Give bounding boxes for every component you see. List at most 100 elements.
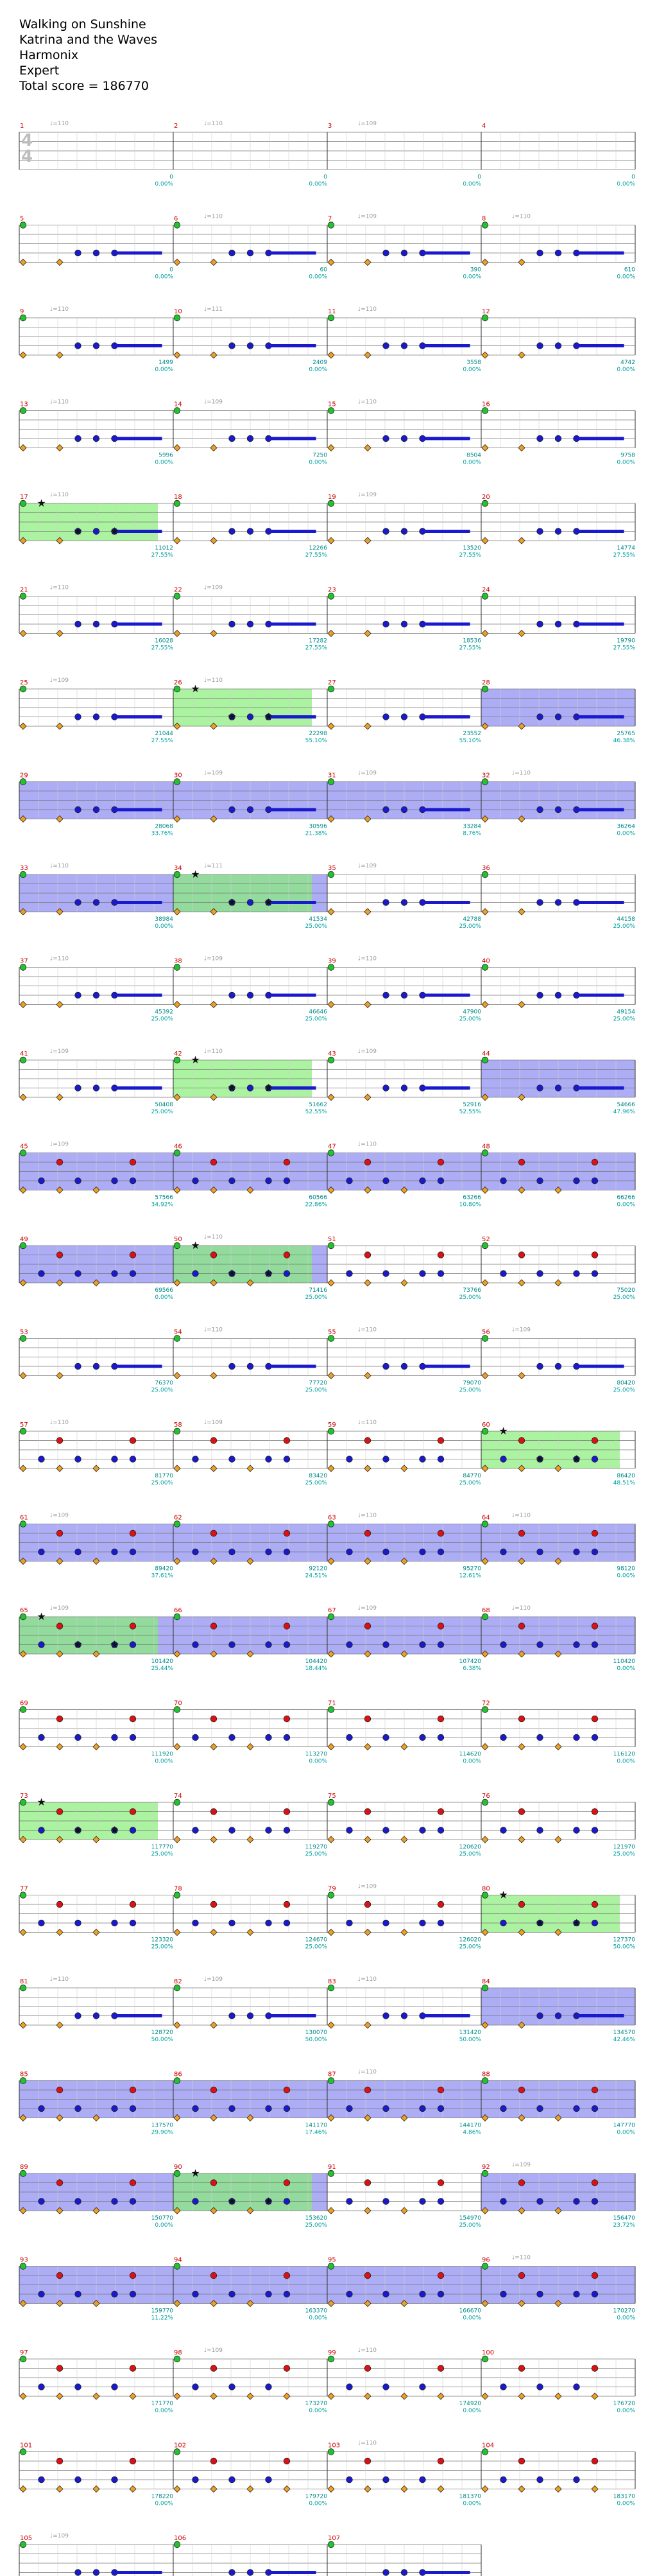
blue-note bbox=[74, 2383, 81, 2390]
blue-note bbox=[129, 1734, 137, 1741]
measure-score: 0 bbox=[323, 174, 327, 180]
blue-note bbox=[246, 435, 254, 442]
measure-number: 99 bbox=[328, 2349, 336, 2356]
kick-note bbox=[518, 2485, 525, 2493]
kick-note bbox=[56, 351, 64, 359]
kick-note bbox=[364, 1093, 371, 1101]
measure-score: 141170 bbox=[305, 2123, 328, 2129]
star-note: ★ bbox=[37, 497, 46, 509]
measure-score: 60 bbox=[320, 267, 328, 274]
snare-note bbox=[283, 1529, 291, 1537]
kick-note bbox=[210, 1836, 218, 1843]
measure-score: 84770 bbox=[463, 1473, 481, 1479]
blue-note bbox=[382, 1456, 389, 1463]
measure-percent: 0.00% bbox=[309, 181, 327, 187]
measure-score: 178220 bbox=[151, 2494, 174, 2500]
measure-score: 25765 bbox=[617, 731, 635, 737]
kick-note bbox=[554, 2299, 562, 2308]
kick-note bbox=[518, 1836, 525, 1843]
kick-note bbox=[327, 908, 335, 916]
kick-note bbox=[518, 2207, 525, 2215]
blue-note bbox=[536, 2198, 543, 2205]
kick-note bbox=[327, 815, 335, 823]
blue-note bbox=[400, 806, 408, 814]
kick-note bbox=[56, 629, 64, 638]
measure-score: 73766 bbox=[463, 1287, 481, 1294]
kick-note bbox=[19, 2299, 27, 2308]
star-note: ★ bbox=[227, 2195, 236, 2207]
measure-number: 20 bbox=[482, 494, 490, 501]
blue-note bbox=[573, 1548, 580, 1556]
kick-note bbox=[56, 258, 64, 266]
cymbal-note bbox=[327, 314, 335, 322]
cymbal-note bbox=[19, 314, 27, 322]
blue-note bbox=[382, 1548, 389, 1556]
tempo-mark: ♩=109 bbox=[358, 1884, 377, 1890]
kick-note bbox=[56, 444, 64, 452]
blue-note bbox=[92, 620, 100, 628]
kick-note bbox=[56, 2299, 64, 2308]
kick-note bbox=[591, 2485, 599, 2493]
cymbal-note bbox=[327, 685, 335, 693]
blue-note bbox=[573, 1641, 580, 1648]
blue-note bbox=[536, 435, 543, 442]
kick-note bbox=[173, 1465, 181, 1472]
measure-percent: 12.61% bbox=[459, 1573, 482, 1580]
measure-percent: 25.00% bbox=[459, 1851, 482, 1858]
blue-note bbox=[192, 1177, 199, 1185]
tempo-mark: ♩=109 bbox=[204, 2347, 223, 2354]
snare-note bbox=[518, 1158, 525, 1166]
measure-percent: 25.00% bbox=[613, 923, 636, 930]
kick-note bbox=[92, 1186, 100, 1194]
measure-score: 8504 bbox=[466, 453, 481, 459]
blue-note bbox=[500, 1177, 507, 1185]
measure-percent: 25.00% bbox=[459, 923, 482, 930]
blue-note bbox=[382, 249, 389, 257]
kick-note bbox=[56, 1279, 64, 1287]
measure-number: 21 bbox=[20, 587, 28, 594]
kick-note bbox=[56, 1928, 64, 1936]
blue-note bbox=[419, 1177, 426, 1185]
cymbal-note bbox=[327, 1427, 335, 1435]
snare-note bbox=[518, 1623, 525, 1630]
measure-score: 116120 bbox=[613, 1752, 636, 1758]
measure-number: 26 bbox=[174, 679, 182, 686]
blue-note bbox=[228, 1084, 235, 1092]
kick-note bbox=[246, 1836, 254, 1843]
blue-note bbox=[74, 713, 81, 720]
blue-note bbox=[38, 2290, 45, 2298]
measure-number: 90 bbox=[174, 2164, 182, 2171]
kick-note bbox=[56, 1093, 64, 1101]
snare-note bbox=[364, 2179, 371, 2186]
difficulty-label: Expert bbox=[19, 64, 60, 78]
measure-number: 46 bbox=[174, 1144, 182, 1151]
blue-note bbox=[536, 528, 543, 535]
tempo-mark: ♩=109 bbox=[512, 2162, 531, 2168]
tempo-mark: ♩=110 bbox=[50, 121, 69, 127]
measure-percent: 25.00% bbox=[459, 1388, 482, 1394]
kick-note bbox=[481, 629, 489, 638]
measure-number: 69 bbox=[20, 1700, 28, 1707]
tempo-mark: ♩=110 bbox=[204, 1234, 223, 1240]
measure-score: 2409 bbox=[312, 360, 327, 366]
blue-note bbox=[228, 899, 235, 906]
cymbal-note bbox=[19, 871, 27, 878]
measure-number: 41 bbox=[20, 1050, 28, 1057]
blue-note bbox=[419, 1919, 426, 1927]
tempo-mark: ♩=109 bbox=[50, 677, 69, 684]
kick-note bbox=[518, 1743, 525, 1751]
kick-note bbox=[437, 2485, 445, 2493]
blue-note bbox=[192, 2290, 199, 2298]
measure-score: 22298 bbox=[309, 731, 327, 737]
blue-note bbox=[591, 1456, 599, 1463]
measure-number: 105 bbox=[20, 2535, 32, 2542]
blue-note bbox=[346, 1734, 353, 1741]
snare-note bbox=[210, 1158, 218, 1166]
snare-note bbox=[56, 2272, 64, 2279]
measure-number: 44 bbox=[482, 1050, 490, 1057]
blue-note bbox=[192, 1641, 199, 1648]
kick-note bbox=[19, 1557, 27, 1565]
blue-note bbox=[228, 2105, 235, 2112]
blue-note bbox=[111, 1641, 118, 1648]
blue-note bbox=[129, 1827, 137, 1834]
